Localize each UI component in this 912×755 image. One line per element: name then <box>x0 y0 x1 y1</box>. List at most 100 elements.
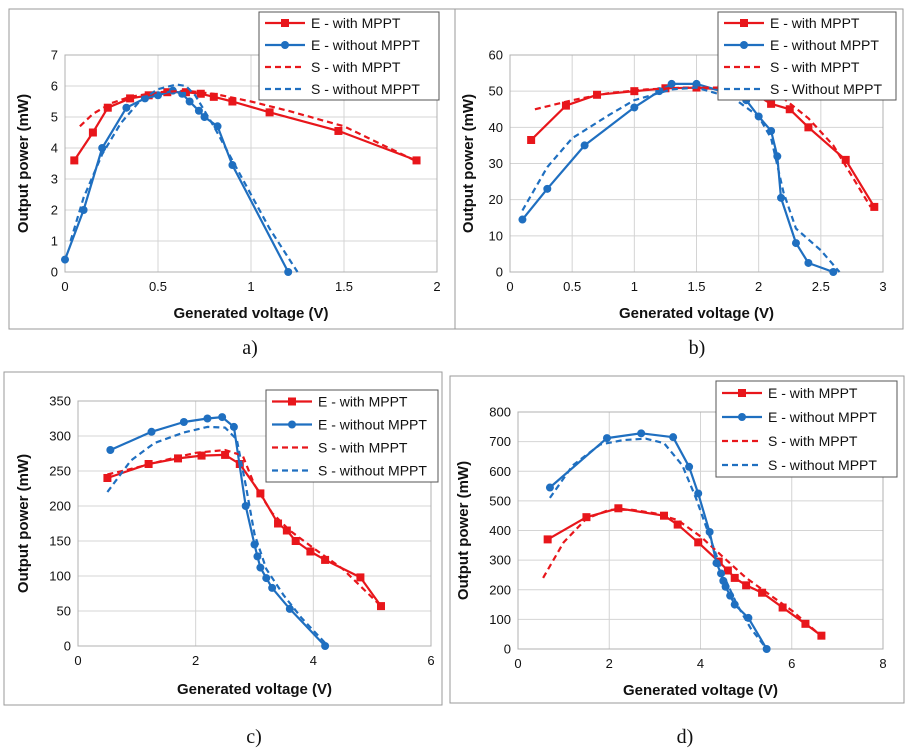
y-tick-label: 30 <box>489 156 503 171</box>
plot-area <box>64 54 438 273</box>
data-point-circle <box>241 502 250 510</box>
data-point-circle <box>773 152 782 161</box>
legend-entry: S - with MPPT <box>770 59 860 75</box>
data-point-circle <box>777 193 786 202</box>
data-point-circle <box>106 446 115 454</box>
y-tick-label: 6 <box>51 79 58 94</box>
data-point-circle <box>253 552 262 561</box>
y-tick-label: 10 <box>489 228 503 243</box>
panel-caption: a) <box>242 337 258 359</box>
legend-entry: S - without MPPT <box>311 81 420 97</box>
plot-area <box>517 411 884 650</box>
x-tick-label: 0 <box>74 653 81 668</box>
y-tick-label: 350 <box>49 394 71 409</box>
panel-caption: c) <box>246 726 262 748</box>
y-tick-label: 0 <box>496 265 503 280</box>
x-tick-label: 0.5 <box>149 279 167 294</box>
y-tick-label: 7 <box>51 48 58 63</box>
y-tick-label: 3 <box>51 172 58 187</box>
y-tick-label: 0 <box>504 642 511 657</box>
series-line-s-with-mppt <box>107 448 382 607</box>
data-point-circle <box>630 103 639 112</box>
legend-marker-square <box>740 19 748 27</box>
x-axis-title: Generated voltage (V) <box>177 681 332 698</box>
data-point-square <box>767 99 776 108</box>
legend-marker-circle <box>281 41 289 49</box>
x-tick-label: 0 <box>514 656 521 671</box>
x-axis-title: Generated voltage (V) <box>619 305 774 322</box>
chart-panel-b: 0 10 20 30 40 50 60 0 0.5 1 1.5 2 2.5 3 Generated volt… <box>454 8 904 330</box>
data-point-circle <box>285 604 294 613</box>
y-tick-label: 300 <box>49 429 71 444</box>
data-point-square <box>730 573 739 582</box>
data-point-circle <box>203 414 212 423</box>
data-point-circle <box>692 79 701 88</box>
series-line-s-without-mppt <box>69 83 299 273</box>
data-point-square <box>126 94 135 103</box>
y-tick-label: 2 <box>51 203 58 218</box>
x-tick-label: 4 <box>697 656 704 671</box>
data-point-square <box>221 450 230 459</box>
legend-entry: S - Without MPPT <box>770 81 882 97</box>
legend-entry: S - with MPPT <box>768 433 858 449</box>
y-tick-label: 700 <box>489 434 511 449</box>
y-axis-title: Output power (mW) <box>15 454 32 593</box>
data-point-circle <box>829 268 838 276</box>
data-point-square <box>614 504 623 513</box>
x-tick-label: 1.5 <box>687 279 705 294</box>
legend-entry: E - without MPPT <box>311 37 420 53</box>
data-point-square <box>412 156 421 165</box>
legend-entry: E - with MPPT <box>318 394 408 410</box>
legend-entry: E - with MPPT <box>770 15 860 31</box>
x-tick-label: 8 <box>879 656 886 671</box>
x-tick-label: 0.5 <box>563 279 581 294</box>
y-tick-label: 300 <box>489 553 511 568</box>
data-point-square <box>144 91 153 100</box>
data-point-circle <box>694 489 703 498</box>
x-tick-label: 2 <box>192 653 199 668</box>
x-tick-label: 0 <box>506 279 513 294</box>
x-tick-label: 3 <box>879 279 886 294</box>
plot-area <box>77 400 432 647</box>
data-point-square <box>334 126 343 135</box>
y-tick-label: 0 <box>51 265 58 280</box>
y-axis-title: Output power (mW) <box>460 94 477 233</box>
x-tick-label: 1.5 <box>335 279 353 294</box>
data-point-square <box>306 547 315 556</box>
y-tick-label: 5 <box>51 110 58 125</box>
y-tick-label: 100 <box>489 612 511 627</box>
legend: E - with MPPT E - without MPPT S - with MP… <box>265 389 439 483</box>
x-tick-label: 2 <box>433 279 440 294</box>
x-tick-label: 6 <box>788 656 795 671</box>
data-point-circle <box>545 483 554 492</box>
x-tick-label: 4 <box>310 653 317 668</box>
x-tick-label: 2 <box>606 656 613 671</box>
data-point-circle <box>228 161 237 170</box>
data-point-square <box>70 156 79 165</box>
data-point-square <box>265 108 274 117</box>
y-tick-label: 100 <box>49 569 71 584</box>
legend-entry: S - with MPPT <box>311 59 401 75</box>
data-point-circle <box>804 258 813 267</box>
series-line-s-with-mppt <box>534 86 872 208</box>
data-point-circle <box>256 563 265 572</box>
data-point-circle <box>98 144 107 152</box>
data-point-circle <box>268 583 277 592</box>
data-point-square <box>321 555 330 564</box>
data-point-circle <box>122 103 131 112</box>
data-point-circle <box>61 255 69 264</box>
x-tick-label: 1 <box>247 279 254 294</box>
x-axis-title: Generated voltage (V) <box>173 305 328 322</box>
data-point-circle <box>185 97 194 106</box>
panel-caption: b) <box>689 337 706 359</box>
data-point-square <box>723 566 732 575</box>
y-tick-label: 600 <box>489 464 511 479</box>
chart-panel-d: 0 100 200 300 400 500 600 700 800 0 2 4 6 8 Generated … <box>449 375 905 704</box>
x-tick-label: 1 <box>631 279 638 294</box>
legend-entry: E - with MPPT <box>768 385 858 401</box>
data-point-circle <box>284 268 293 276</box>
data-point-square <box>785 105 794 114</box>
legend: E - with MPPT E - without MPPT S - with MP… <box>715 380 898 478</box>
data-point-circle <box>791 239 800 248</box>
data-point-square <box>88 128 97 137</box>
